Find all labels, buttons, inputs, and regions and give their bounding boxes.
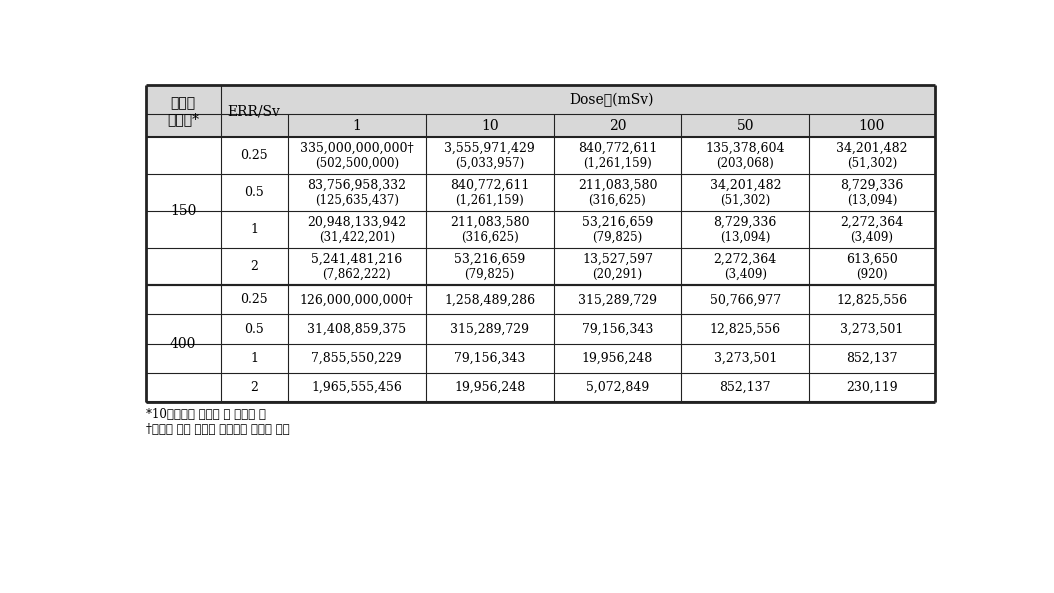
Text: 2,272,364: 2,272,364: [714, 253, 777, 266]
Text: 50: 50: [737, 119, 754, 133]
Text: (13,094): (13,094): [846, 194, 897, 207]
Text: (13,094): (13,094): [720, 231, 770, 244]
Text: 0.25: 0.25: [240, 294, 268, 307]
Text: (316,625): (316,625): [588, 194, 646, 207]
Text: (51,302): (51,302): [846, 157, 897, 170]
Text: 1,965,555,456: 1,965,555,456: [311, 381, 403, 394]
Text: 126,000,000,000†: 126,000,000,000†: [300, 294, 413, 307]
Text: †컴퓨터 연산 메모리 부족으로 근사값 적용: †컴퓨터 연산 메모리 부족으로 근사값 적용: [145, 423, 290, 436]
Text: 79,156,343: 79,156,343: [454, 352, 525, 365]
Text: 19,956,248: 19,956,248: [454, 381, 525, 394]
Text: 2: 2: [250, 381, 258, 394]
Text: 852,137: 852,137: [720, 381, 772, 394]
Text: 34,201,482: 34,201,482: [836, 142, 907, 155]
Text: 315,289,729: 315,289,729: [578, 294, 657, 307]
Text: 7,855,550,229: 7,855,550,229: [311, 352, 402, 365]
Text: 150: 150: [170, 205, 196, 218]
Text: 3,273,501: 3,273,501: [714, 352, 777, 365]
Text: 12,825,556: 12,825,556: [709, 323, 781, 336]
Text: 19,956,248: 19,956,248: [582, 352, 653, 365]
Text: (7,862,222): (7,862,222): [323, 268, 391, 281]
Text: 315,289,729: 315,289,729: [450, 323, 529, 336]
Text: 53,216,659: 53,216,659: [454, 253, 525, 266]
Text: (920): (920): [856, 268, 887, 281]
Text: (1,261,159): (1,261,159): [583, 157, 651, 170]
Text: (20,291): (20,291): [592, 268, 643, 281]
Text: (203,068): (203,068): [717, 157, 775, 170]
Text: 211,083,580: 211,083,580: [450, 216, 529, 228]
Text: 1: 1: [250, 224, 258, 236]
Text: (31,422,201): (31,422,201): [318, 231, 395, 244]
Text: 83,756,958,332: 83,756,958,332: [308, 178, 406, 192]
Text: 10: 10: [481, 119, 499, 133]
Text: 13,527,597: 13,527,597: [582, 253, 653, 266]
Text: 230,119: 230,119: [846, 381, 898, 394]
Text: 840,772,611: 840,772,611: [578, 142, 658, 155]
Text: *10만인년당 암발생 및 사망자 수: *10만인년당 암발생 및 사망자 수: [145, 408, 266, 421]
Text: 211,083,580: 211,083,580: [578, 178, 658, 192]
Text: 기저암
위험도*: 기저암 위험도*: [168, 96, 199, 126]
Text: 3,273,501: 3,273,501: [840, 323, 903, 336]
Text: 0.25: 0.25: [240, 149, 268, 162]
Text: 1: 1: [250, 352, 258, 365]
Text: 335,000,000,000†: 335,000,000,000†: [300, 142, 413, 155]
Text: 400: 400: [170, 337, 196, 350]
Text: 2,272,364: 2,272,364: [840, 216, 903, 228]
Text: (316,625): (316,625): [461, 231, 519, 244]
Text: Dose　(mSv): Dose (mSv): [569, 93, 653, 107]
Text: (1,261,159): (1,261,159): [455, 194, 524, 207]
Text: (79,825): (79,825): [592, 231, 643, 244]
Text: 1: 1: [352, 119, 362, 133]
Text: ERR/Sv: ERR/Sv: [228, 104, 280, 118]
Text: 5,072,849: 5,072,849: [586, 381, 649, 394]
Text: 100: 100: [859, 119, 885, 133]
Text: 840,772,611: 840,772,611: [450, 178, 529, 192]
Text: 613,650: 613,650: [846, 253, 898, 266]
Text: (502,500,000): (502,500,000): [315, 157, 398, 170]
Text: 852,137: 852,137: [846, 352, 898, 365]
Text: 53,216,659: 53,216,659: [582, 216, 653, 228]
Text: 0.5: 0.5: [245, 186, 265, 199]
Text: (79,825): (79,825): [465, 268, 514, 281]
Text: 20,948,133,942: 20,948,133,942: [307, 216, 406, 228]
Text: 1,258,489,286: 1,258,489,286: [444, 294, 535, 307]
Text: 79,156,343: 79,156,343: [582, 323, 653, 336]
Bar: [145, 85, 935, 138]
Text: 31,408,859,375: 31,408,859,375: [307, 323, 406, 336]
Text: 20: 20: [609, 119, 626, 133]
Text: 5,241,481,216: 5,241,481,216: [311, 253, 403, 266]
Text: 50,766,977: 50,766,977: [709, 294, 781, 307]
Text: (3,409): (3,409): [724, 268, 767, 281]
Text: 2: 2: [250, 260, 258, 273]
Text: (5,033,957): (5,033,957): [455, 157, 524, 170]
Text: 135,378,604: 135,378,604: [705, 142, 785, 155]
Text: 8,729,336: 8,729,336: [714, 216, 777, 228]
Text: 12,825,556: 12,825,556: [837, 294, 907, 307]
Text: (125,635,437): (125,635,437): [315, 194, 398, 207]
Text: 3,555,971,429: 3,555,971,429: [445, 142, 535, 155]
Text: (51,302): (51,302): [720, 194, 770, 207]
Text: 0.5: 0.5: [245, 323, 265, 336]
Text: 8,729,336: 8,729,336: [840, 178, 903, 192]
Text: 34,201,482: 34,201,482: [709, 178, 781, 192]
Text: (3,409): (3,409): [851, 231, 894, 244]
